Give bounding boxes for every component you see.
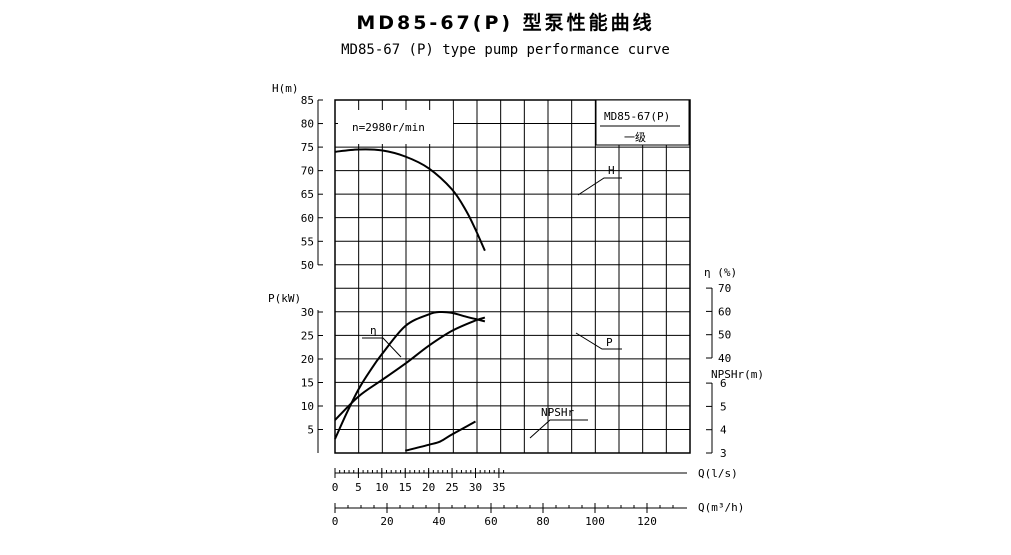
q-ls-tick-label: 20	[422, 481, 435, 494]
axis-labels: n=2980r/minMD85-67(P)一级5055606570758085H…	[268, 82, 764, 528]
h-axis-label: H(m)	[272, 82, 299, 95]
q-m3h-tick-label: 40	[432, 515, 445, 528]
model-stage: 一级	[624, 131, 646, 144]
npshr-tick-label: 6	[720, 377, 727, 390]
h-tick-label: 55	[301, 235, 314, 248]
npshr-axis-label: NPSHr(m)	[711, 368, 764, 381]
h-tick-label: 85	[301, 94, 314, 107]
q-ls-tick-label: 25	[445, 481, 458, 494]
p-tick-label: 5	[307, 424, 314, 437]
chart-subtitle: MD85-67 (P) type pump performance curve	[341, 42, 670, 58]
plot-frame	[334, 99, 691, 454]
speed-box	[338, 110, 453, 144]
p-curve-label: P	[606, 336, 613, 349]
p-tick-label: 10	[301, 400, 314, 413]
h-curve-label: H	[608, 164, 615, 177]
npshr-tick-label: 4	[720, 424, 727, 437]
q-m3h-tick-label: 60	[484, 515, 497, 528]
eta-tick-label: 50	[718, 329, 731, 342]
h-tick-label: 60	[301, 212, 314, 225]
curve-eta	[334, 310, 486, 440]
q-ls-tick-label: 15	[399, 481, 412, 494]
p-axis-label: P(kW)	[268, 292, 301, 305]
q-ls-tick-label: 30	[469, 481, 482, 494]
h-tick-label: 70	[301, 165, 314, 178]
grid	[334, 99, 691, 454]
p-leader	[575, 332, 622, 350]
eta-curve-label: η	[370, 324, 377, 337]
chart-title: MD85-67(P) 型泵性能曲线	[356, 12, 655, 34]
curve-npshr	[404, 420, 476, 452]
q-m3h-tick-label: 20	[380, 515, 393, 528]
q-ls-tick-label: 5	[355, 481, 362, 494]
h-tick-label: 65	[301, 188, 314, 201]
q-ls-tick-label: 0	[332, 481, 339, 494]
curves: Hη P NPSHr	[334, 148, 622, 452]
q-m3h-axis-label: Q(m³/h)	[698, 501, 744, 514]
speed-label: n=2980r/min	[352, 121, 425, 134]
h-tick-label: 50	[301, 259, 314, 272]
eta-tick-label: 60	[718, 305, 731, 318]
npshr-tick-label: 5	[720, 400, 727, 413]
h-leader	[577, 177, 622, 196]
eta-tick-label: 40	[718, 352, 731, 365]
q-m3h-tick-label: 120	[637, 515, 657, 528]
p-tick-label: 30	[301, 306, 314, 319]
q-m3h-tick-label: 80	[536, 515, 549, 528]
model-name: MD85-67(P)	[604, 110, 670, 123]
h-tick-label: 80	[301, 118, 314, 131]
q-ls-tick-label: 35	[492, 481, 505, 494]
h-tick-label: 75	[301, 141, 314, 154]
npshr-curve-label: NPSHr	[541, 406, 574, 419]
npshr-tick-label: 3	[720, 447, 727, 460]
q-ls-tick-label: 10	[375, 481, 388, 494]
p-tick-label: 15	[301, 377, 314, 390]
eta-tick-label: 70	[718, 282, 731, 295]
curve-p	[334, 316, 486, 421]
npshr-leader	[529, 419, 588, 439]
eta-leader	[362, 337, 402, 358]
eta-axis-label: η (%)	[704, 266, 737, 279]
q-ls-axis-label: Q(l/s)	[698, 467, 738, 480]
q-m3h-tick-label: 100	[585, 515, 605, 528]
model-box	[595, 99, 690, 146]
p-tick-label: 25	[301, 330, 314, 343]
p-tick-label: 20	[301, 353, 314, 366]
curve-h	[334, 148, 486, 252]
q-m3h-tick-label: 0	[332, 515, 339, 528]
